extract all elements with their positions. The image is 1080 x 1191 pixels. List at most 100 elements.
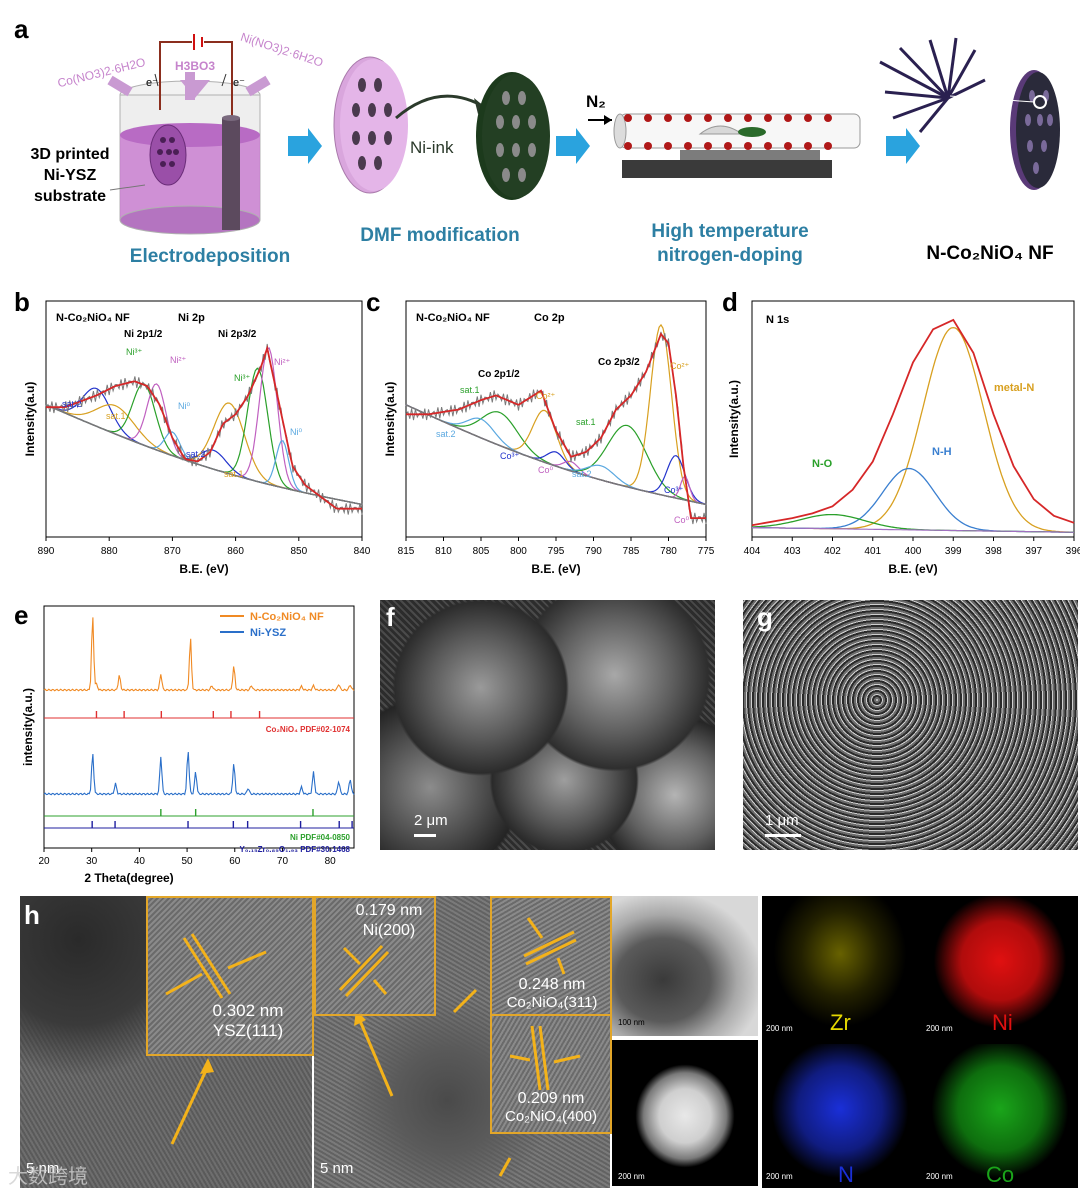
electron-label-right: e⁻ (233, 77, 245, 89)
peak-annotation: sat.1 (576, 417, 596, 427)
peak-annotation: N-H (932, 446, 952, 458)
haadf-scale-text: 200 nm (618, 1172, 645, 1181)
envelope-fit-line (46, 344, 362, 510)
x-tick-label: 795 (548, 546, 565, 557)
x-tick-label: 60 (229, 856, 241, 867)
substrate-label: 3D printed Ni-YSZ substrate (30, 146, 110, 205)
sem-g-scale-bar (765, 834, 801, 837)
xps-n1s-chart: 404 403 402 401 400 399 398 397 396 B.E. (eV) Inte… (727, 300, 1080, 576)
bright-field-stem-image: 100 nm (612, 896, 758, 1036)
fit-component-ni2-a (45, 383, 363, 506)
xrd-pattern-ni-ysz (43, 751, 355, 796)
fit-component-co3-a (405, 404, 707, 506)
x-axis-label: B.E. (eV) (179, 562, 228, 576)
reference-label-ni: Ni PDF#04-0850 (290, 833, 351, 842)
peak-annotation: Co²⁺ (670, 361, 690, 371)
peak-annotation: Co⁰ (674, 515, 690, 525)
eds-label-zr: Zr (830, 1010, 851, 1035)
raw-data-line (45, 343, 363, 515)
sem-f-scale-text: 2 μm (414, 812, 448, 829)
x-tick-label: 775 (698, 546, 715, 557)
haadf-stem-image: 200 nm (612, 1040, 758, 1186)
bf-scale-text: 100 nm (618, 1018, 645, 1027)
x-tick-label: 850 (290, 546, 307, 557)
fit-component-ni3-a (45, 383, 363, 506)
envelope-fit-line (406, 332, 706, 520)
fit-component-metal-n (752, 326, 1074, 533)
panel-label-b: b (14, 287, 30, 317)
stage-electrodeposition: Electrodeposition (129, 246, 291, 267)
x-tick-label: 890 (38, 546, 55, 557)
peak-annotation: sat.2 (62, 399, 82, 409)
x-tick-label: 404 (744, 546, 761, 557)
eds-label-ni: Ni (992, 1010, 1013, 1035)
eds-map-n: 200 nm N (762, 1044, 918, 1188)
x-axis-label: 2 Theta(degree) (84, 871, 173, 885)
peak-annotation: Co 2p3/2 (598, 357, 640, 368)
x-tick-label: 800 (510, 546, 527, 557)
peak-annotation: Ni 2p1/2 (124, 329, 163, 340)
peak-annotation: sat.1 (460, 385, 480, 395)
tem-inset-4: 0.209 nm Co₂NiO₄(400) (490, 1014, 612, 1134)
tem-1-pointer-arrow (170, 1058, 214, 1145)
xps-ni2p-chart: 890 880 870 860 850 840 B.E. (eV) Intensity(a.u… (23, 300, 370, 576)
xps-co2p-chart: 815 810 805 800 795 790 785 780 775 B.E. (eV) Inte… (383, 300, 715, 576)
y-axis-label: Intensity(a.u) (383, 382, 397, 457)
y-axis-label: Intensity(a.u) (23, 382, 37, 457)
x-tick-label: 805 (473, 546, 490, 557)
chart-subtitle: Ni 2p (178, 312, 205, 324)
y-axis-label: Intensity(a.u.) (727, 380, 741, 458)
xrd-chart: 20 30 40 50 60 70 80 2 Theta(degree) intensity(a… (21, 605, 355, 885)
peak-annotation: Ni³⁺ (234, 373, 250, 383)
inset-4-d-spacing: 0.209 nm (517, 1090, 585, 1107)
x-tick-label: 400 (905, 546, 922, 557)
peak-annotation: Ni 2p3/2 (218, 329, 257, 340)
x-tick-label: 403 (784, 546, 801, 557)
eds-map-ni: 200 nm Ni (922, 896, 1078, 1040)
eds-mapping-panel: 200 nm Zr 200 nm Ni 200 nm N 200 nm Co (762, 896, 1078, 1188)
inset-2-d-spacing: 0.179 nm (355, 902, 423, 919)
tem-inset-1: 0.302 nm YSZ(111) (146, 896, 314, 1056)
peak-annotation: sat.1 (224, 469, 244, 479)
x-tick-label: 840 (354, 546, 370, 557)
fit-component-sat2-a (405, 404, 707, 506)
peak-annotation: N-O (812, 458, 833, 470)
inset-1-d-spacing: 0.302 nm (212, 1001, 284, 1020)
x-axis-label: B.E. (eV) (531, 562, 580, 576)
eds-label-n: N (838, 1162, 854, 1187)
fit-component-co2-b (405, 323, 707, 505)
x-tick-label: 810 (435, 546, 452, 557)
panel-label-c: c (366, 287, 381, 317)
x-tick-label: 50 (182, 856, 194, 867)
plot-frame (43, 605, 355, 849)
x-tick-label: 70 (277, 856, 289, 867)
x-tick-label: 880 (101, 546, 118, 557)
chart-subtitle: Co 2p (534, 312, 565, 324)
envelope-fit-line (751, 318, 1075, 527)
inset-3-d-spacing: 0.248 nm (518, 976, 586, 993)
reagent-boric-acid: H3BO3 (175, 59, 216, 73)
tem-2-pointer-arrows (354, 988, 512, 1177)
peak-annotation: sat.2 (186, 449, 206, 459)
fit-component-co0-b (405, 404, 707, 506)
lattice-marker-3 (523, 917, 577, 975)
peak-annotation: Co³⁺ (500, 451, 520, 461)
stage-dmf-modification: DMF modification (360, 225, 520, 246)
tem-1-scale-text: 5 nm (26, 1160, 60, 1177)
eds-co-scale: 200 nm (926, 1172, 953, 1181)
x-tick-label: 396 (1066, 546, 1080, 557)
x-tick-label: 860 (227, 546, 244, 557)
fit-component-sat1-b (405, 404, 707, 505)
reference-label-co2nio4: Co₂NiO₄ PDF#02-1074 (266, 725, 351, 734)
x-tick-label: 870 (164, 546, 181, 557)
x-tick-label: 80 (325, 856, 337, 867)
x-tick-label: 397 (1025, 546, 1042, 557)
x-tick-label: 20 (38, 856, 50, 867)
sem-f-scale-bar (414, 834, 436, 837)
panel-label-e: e (14, 600, 29, 630)
panel-label-d: d (722, 287, 738, 317)
fit-component-n-h (752, 467, 1074, 533)
eds-zr-scale: 200 nm (766, 1024, 793, 1033)
eds-ni-scale: 200 nm (926, 1024, 953, 1033)
peak-annotation: sat.2 (572, 469, 592, 479)
